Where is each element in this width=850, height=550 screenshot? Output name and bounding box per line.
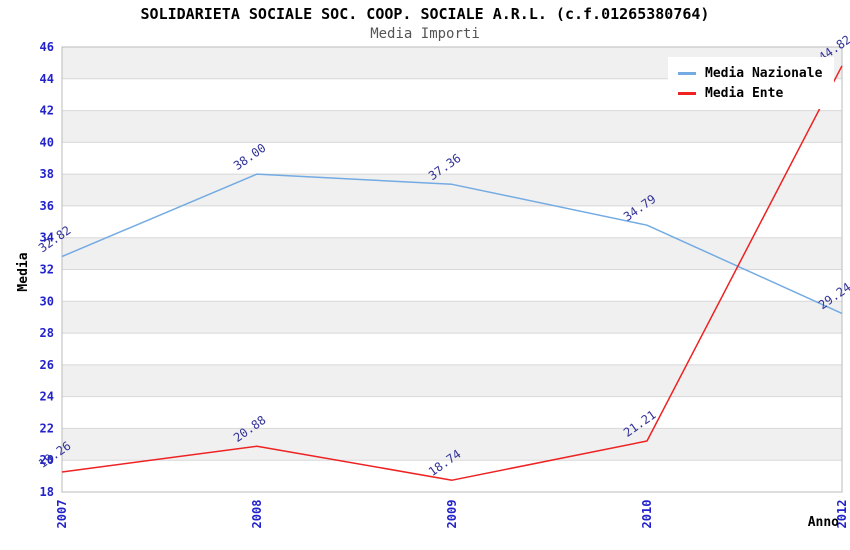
legend: Media Nazionale Media Ente bbox=[668, 57, 835, 109]
svg-text:20: 20 bbox=[40, 453, 54, 467]
chart-subtitle: Media Importi bbox=[370, 26, 480, 42]
svg-text:24: 24 bbox=[40, 390, 54, 404]
series-line-media-nazionale bbox=[61, 173, 843, 315]
svg-text:2007: 2007 bbox=[55, 500, 69, 529]
legend-item-label: Media Nazionale bbox=[705, 65, 823, 81]
svg-text:2009: 2009 bbox=[445, 500, 459, 529]
legend-item: Media Nazionale bbox=[678, 63, 822, 83]
svg-text:26: 26 bbox=[40, 358, 54, 372]
y-tick-labels: 18 20 22 24 26 28 30 32 34 36 38 40 42 44 46 bbox=[40, 40, 54, 499]
legend-item-label: Media Ente bbox=[705, 85, 784, 101]
x-axis-title: Anno bbox=[808, 515, 839, 530]
svg-text:38: 38 bbox=[40, 167, 54, 181]
svg-text:18: 18 bbox=[40, 485, 54, 499]
svg-text:30: 30 bbox=[40, 294, 54, 308]
svg-text:42: 42 bbox=[40, 104, 54, 118]
svg-text:40: 40 bbox=[40, 135, 54, 149]
legend-item: Media Ente bbox=[678, 83, 822, 103]
plot-border bbox=[61, 46, 843, 493]
svg-text:2008: 2008 bbox=[250, 500, 264, 529]
svg-text:46: 46 bbox=[40, 40, 54, 54]
legend-swatch-icon bbox=[678, 71, 696, 75]
svg-text:34: 34 bbox=[40, 231, 54, 245]
svg-text:32: 32 bbox=[40, 263, 54, 277]
svg-text:22: 22 bbox=[40, 421, 54, 435]
svg-text:28: 28 bbox=[40, 326, 54, 340]
x-tick-labels: 2007 2008 2009 2010 2012 bbox=[55, 500, 849, 529]
y-axis-title: Media bbox=[16, 252, 31, 291]
svg-text:36: 36 bbox=[40, 199, 54, 213]
legend-swatch-icon bbox=[678, 91, 696, 95]
svg-text:2012: 2012 bbox=[835, 500, 849, 529]
plot-bands bbox=[62, 47, 842, 492]
svg-text:44: 44 bbox=[40, 72, 54, 86]
series-line-media-ente bbox=[61, 65, 843, 481]
chart-title: SOLIDARIETA SOCIALE SOC. COOP. SOCIALE A… bbox=[140, 5, 710, 23]
svg-text:2010: 2010 bbox=[640, 500, 654, 529]
